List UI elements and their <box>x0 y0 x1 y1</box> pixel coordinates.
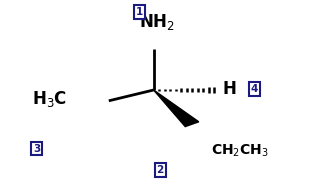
Text: NH$_2$: NH$_2$ <box>139 12 175 32</box>
Text: H: H <box>222 80 236 98</box>
Text: 4: 4 <box>251 84 258 94</box>
Text: 1: 1 <box>136 7 143 17</box>
Text: 3: 3 <box>33 143 40 154</box>
Polygon shape <box>154 90 199 127</box>
Text: 2: 2 <box>156 165 164 175</box>
Text: H$_3$C: H$_3$C <box>32 89 67 109</box>
Text: CH$_2$CH$_3$: CH$_2$CH$_3$ <box>211 142 269 159</box>
